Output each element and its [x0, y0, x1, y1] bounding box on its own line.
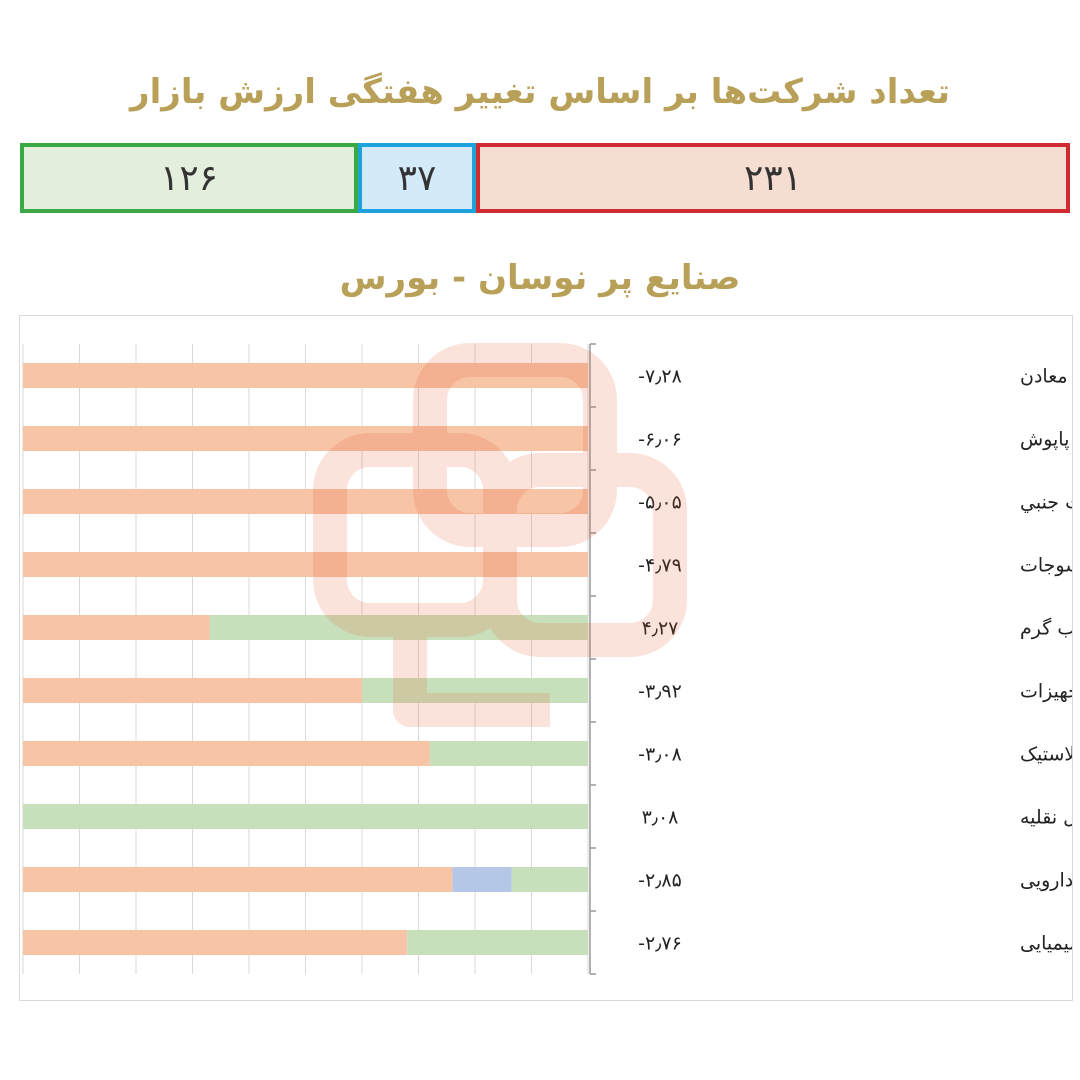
category-label: منسوجات: [1020, 555, 1072, 577]
category-label: عرضه برق، گاز، بخار و آب گرم: [1020, 616, 1072, 640]
value-label: -۳٫۹۲: [638, 681, 682, 703]
category-label: مواد و محصولات دارویی: [1020, 870, 1072, 892]
bar-segment: [23, 804, 588, 829]
bar-segment: [23, 615, 210, 640]
value-label: -۶٫۰۶: [638, 429, 682, 451]
bar-segment: [452, 867, 512, 892]
bar-segment: [23, 741, 430, 766]
value-label: ۴٫۲۷: [642, 618, 679, 640]
count-increase-box: ۱۲۶: [20, 143, 358, 213]
bar-segment: [23, 363, 588, 388]
bar-segment: [23, 930, 408, 955]
value-label: ۳٫۰۸: [642, 807, 679, 829]
category-label: دباغی، پرداخت چرم و ساخت انواع پاپوش: [1020, 429, 1072, 451]
bar-segment: [429, 741, 588, 766]
value-label: -۴٫۷۹: [638, 555, 682, 577]
value-label: -۷٫۲۸: [638, 366, 682, 388]
value-label: -۲٫۸۵: [638, 870, 682, 892]
page-title: تعداد شرکت‌ها بر اساس تغییر هفتگی ارزش ب…: [130, 72, 950, 112]
count-unchanged-box: ۳۷: [358, 143, 476, 213]
value-label: -۲٫۷۶: [638, 933, 682, 955]
bar-segment: [23, 489, 588, 514]
bar-segment: [23, 552, 588, 577]
bar-segment: [511, 867, 588, 892]
category-label: استخراج نفت، گاز و خدمات جنبي: [1020, 491, 1072, 514]
company-count-bar: ۱۲۶ ۳۷ ۲۳۱: [20, 143, 1070, 213]
chart-title: صنایع پر نوسان - بورس: [339, 258, 741, 298]
category-label: لاستیک و پلاستیک: [1020, 744, 1072, 766]
industry-bar-chart: استخراج سایر معادن -۷٫۲۸ دباغی، پرداخت چرم…: [22, 343, 1072, 975]
watermark-logo: [313, 343, 687, 727]
bar-segment: [209, 615, 588, 640]
bar-segment: [362, 678, 588, 703]
bar-segment: [23, 867, 453, 892]
category-label: خرده فروشی به استثنای وسایل نقلیه: [1020, 807, 1072, 829]
bar-segment: [23, 678, 362, 703]
category-label: استخراج سایر معادن: [1020, 366, 1072, 388]
bar-segment: [407, 930, 588, 955]
count-decrease-box: ۲۳۱: [476, 143, 1070, 213]
bar-segment: [23, 426, 588, 451]
value-label: -۳٫۰۸: [638, 744, 682, 766]
chart-frame: استخراج سایر معادن -۷٫۲۸ دباغی، پرداخت چرم…: [19, 315, 1073, 1001]
category-label: محصولات شیمیایی: [1020, 933, 1072, 955]
category-label: ماشین آلات و تجهیزات: [1020, 679, 1072, 703]
value-label: -۵٫۰۵: [638, 492, 682, 514]
